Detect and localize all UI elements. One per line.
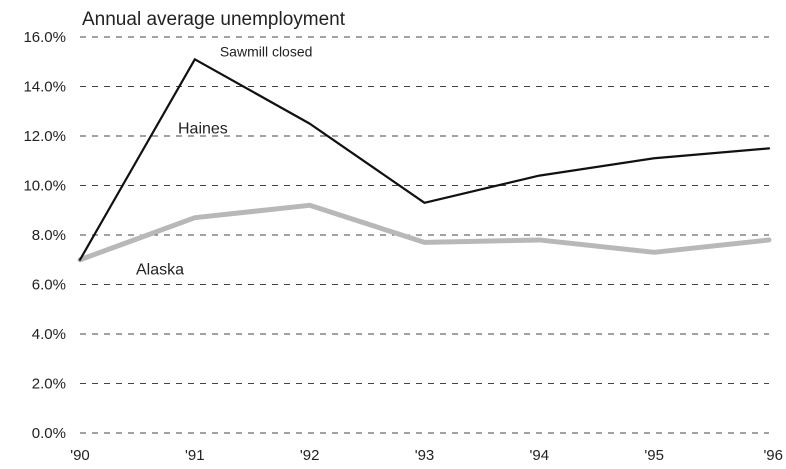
x-axis-ticks: '90 '91 '92 '93 '94 '95 '96 (70, 447, 783, 464)
gridlines (80, 36, 769, 434)
x-tick-label: '93 (415, 447, 435, 464)
x-tick-label: '91 (185, 447, 205, 464)
x-tick-label: '94 (530, 447, 550, 464)
y-tick-label: 0.0% (32, 425, 66, 442)
y-tick-label: 10.0% (23, 178, 66, 195)
y-tick-label: 14.0% (23, 79, 66, 96)
x-tick-label: '90 (70, 447, 90, 464)
y-tick-label: 16.0% (23, 29, 66, 46)
series-label-haines: Haines (178, 121, 228, 138)
x-tick-label: '96 (763, 447, 783, 464)
annotations: Sawmill closed (220, 43, 313, 59)
chart-title: Annual average unemployment (82, 9, 346, 30)
annotation-sawmill-closed: Sawmill closed (220, 43, 313, 59)
series-line-alaska (77, 202, 772, 263)
series-line-haines (78, 58, 771, 261)
y-tick-label: 6.0% (32, 277, 66, 294)
series-lines (77, 58, 772, 263)
y-tick-label: 4.0% (32, 326, 66, 343)
y-tick-label: 8.0% (32, 227, 66, 244)
y-axis-ticks: 0.0% 2.0% 4.0% 6.0% 8.0% 10.0% 12.0% 14.0% 16.0% (23, 29, 66, 442)
series-labels: Haines Alaska (136, 121, 228, 279)
x-tick-label: '92 (300, 447, 320, 464)
y-tick-label: 2.0% (32, 376, 66, 393)
x-tick-label: '95 (644, 447, 664, 464)
series-label-alaska: Alaska (136, 262, 184, 279)
y-tick-label: 12.0% (23, 128, 66, 145)
